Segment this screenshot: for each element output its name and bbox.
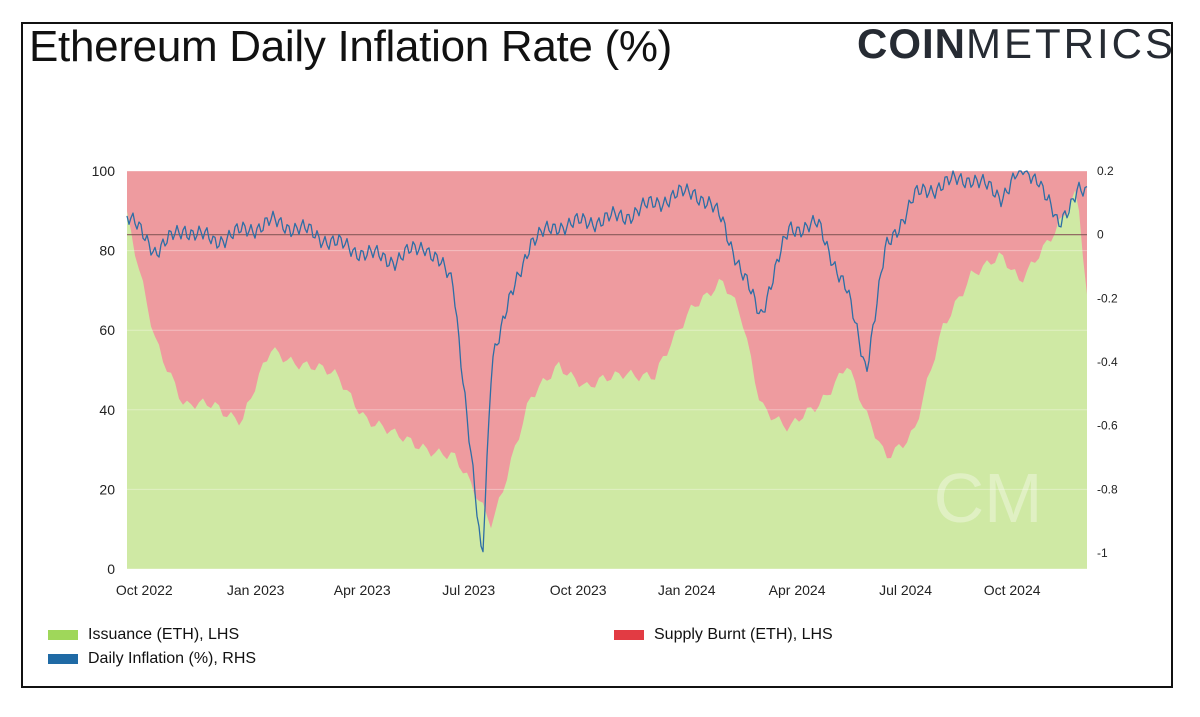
inflation-line	[126, 170, 1088, 553]
chart-title: Ethereum Daily Inflation Rate (%)	[29, 22, 673, 71]
y-left-tick-0: 0	[107, 561, 115, 577]
y-right-tick-6: 0.2	[1097, 164, 1114, 178]
x-tick-8: Oct 2024	[984, 582, 1041, 598]
y-right-tick-1: -0.8	[1097, 482, 1118, 496]
y-right-tick-3: -0.4	[1097, 355, 1118, 369]
coinmetrics-logo: COINMETRICS	[857, 20, 1176, 68]
x-tick-7: Jul 2024	[879, 582, 932, 598]
plot-area	[126, 170, 1088, 570]
y-right-tick-5: 0	[1097, 228, 1104, 242]
issuance-area	[127, 190, 1087, 570]
x-tick-0: Oct 2022	[116, 582, 173, 598]
x-tick-3: Jul 2023	[442, 582, 495, 598]
cm-watermark: CM	[934, 459, 1043, 537]
y-right-tick-0: -1	[1097, 546, 1108, 560]
logo-coin: COIN	[857, 20, 966, 67]
y-left-tick-4: 80	[99, 243, 115, 259]
y-left-tick-5: 100	[92, 163, 116, 179]
x-tick-1: Jan 2023	[227, 582, 285, 598]
y-right-axis: -1 -0.8 -0.6 -0.4 -0.2 0 0.2	[1097, 164, 1118, 560]
y-left-axis: 0 20 40 60 80 100	[92, 163, 116, 577]
y-left-tick-2: 40	[99, 402, 115, 418]
x-tick-5: Jan 2024	[658, 582, 716, 598]
x-tick-2: Apr 2023	[334, 582, 391, 598]
x-tick-4: Oct 2023	[550, 582, 607, 598]
logo-metrics: METRICS	[966, 20, 1176, 67]
x-tick-6: Apr 2024	[769, 582, 826, 598]
y-right-tick-4: -0.2	[1097, 291, 1118, 305]
y-left-tick-3: 60	[99, 322, 115, 338]
y-left-tick-1: 20	[99, 481, 115, 497]
y-right-tick-2: -0.6	[1097, 419, 1118, 433]
x-axis: Oct 2022 Jan 2023 Apr 2023 Jul 2023 Oct 2023…	[116, 582, 1041, 598]
